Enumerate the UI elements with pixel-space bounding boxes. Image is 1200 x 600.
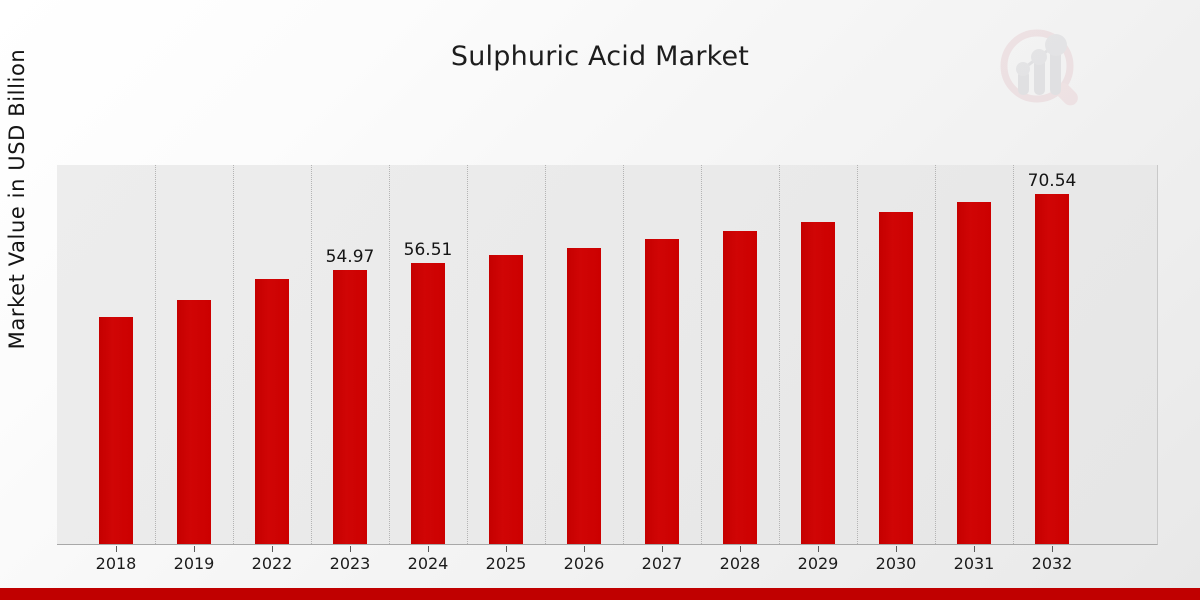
bar-2023[interactable]: [333, 270, 367, 544]
x-tick-2026: 2026: [545, 546, 623, 580]
gridline: [857, 165, 858, 544]
bar-slot: 70.54: [1013, 164, 1091, 544]
bar-value-label-2023: 54.97: [325, 247, 375, 267]
x-tick-label: 2025: [485, 554, 527, 573]
tick-mark: [740, 546, 741, 552]
bottom-accent-band: [0, 588, 1200, 600]
bar-2031[interactable]: [957, 202, 991, 544]
x-tick-label: 2029: [797, 554, 839, 573]
tick-mark: [350, 546, 351, 552]
tick-mark: [272, 546, 273, 552]
bar-2024[interactable]: [411, 263, 445, 544]
bar-2022[interactable]: [255, 279, 289, 544]
bar-slot: [701, 164, 779, 544]
x-axis: 2018 2019 2022 2023 2024 2025 2026 2027 2028 2029…: [57, 546, 1158, 580]
page-title: Sulphuric Acid Market: [450, 41, 750, 72]
x-tick-2019: 2019: [155, 546, 233, 580]
gridline: [935, 165, 936, 544]
tick-mark: [428, 546, 429, 552]
bar-slot: [935, 164, 1013, 544]
x-tick-2028: 2028: [701, 546, 779, 580]
x-tick-2025: 2025: [467, 546, 545, 580]
x-tick-2023: 2023: [311, 546, 389, 580]
plot-area: 54.97 56.51 70.54: [57, 165, 1158, 545]
bar-2018[interactable]: [99, 317, 133, 544]
bar-2026[interactable]: [567, 248, 601, 544]
bar-slot: [155, 164, 233, 544]
tick-mark: [584, 546, 585, 552]
gridline: [701, 165, 702, 544]
tick-mark: [1052, 546, 1053, 552]
bar-2027[interactable]: [645, 239, 679, 544]
x-tick-2022: 2022: [233, 546, 311, 580]
tick-mark: [818, 546, 819, 552]
bar-slot: [545, 164, 623, 544]
tick-mark: [506, 546, 507, 552]
x-tick-2027: 2027: [623, 546, 701, 580]
bar-2032[interactable]: [1035, 194, 1069, 544]
x-tick-label: 2028: [719, 554, 761, 573]
x-tick-2018: 2018: [77, 546, 155, 580]
magnifier-bar-chart-logo: [996, 26, 1088, 118]
x-tick-label: 2023: [329, 554, 371, 573]
tick-mark: [974, 546, 975, 552]
tick-mark: [116, 546, 117, 552]
x-tick-label: 2024: [407, 554, 449, 573]
gridline: [779, 165, 780, 544]
bar-slot: [857, 164, 935, 544]
bar-slot: [233, 164, 311, 544]
bar-slot: [467, 164, 545, 544]
gridline: [545, 165, 546, 544]
tick-mark: [896, 546, 897, 552]
x-tick-2031: 2031: [935, 546, 1013, 580]
gridline: [311, 165, 312, 544]
tick-mark: [194, 546, 195, 552]
bar-value-label-2032: 70.54: [1027, 171, 1077, 191]
gridline: [467, 165, 468, 544]
x-tick-label: 2018: [95, 554, 137, 573]
x-tick-label: 2032: [1031, 554, 1073, 573]
gridline: [155, 165, 156, 544]
x-tick-label: 2030: [875, 554, 917, 573]
bar-2030[interactable]: [879, 212, 913, 544]
x-tick-label: 2019: [173, 554, 215, 573]
y-axis-title: Market Value in USD Billion: [5, 48, 29, 350]
gridline: [1013, 165, 1014, 544]
gridline: [233, 165, 234, 544]
x-tick-2029: 2029: [779, 546, 857, 580]
x-tick-label: 2026: [563, 554, 605, 573]
bar-slot: 54.97: [311, 164, 389, 544]
bar-2028[interactable]: [723, 231, 757, 544]
bar-2019[interactable]: [177, 300, 211, 544]
x-tick-label: 2031: [953, 554, 995, 573]
bar-2029[interactable]: [801, 222, 835, 544]
gridline: [389, 165, 390, 544]
bar-slot: 56.51: [389, 164, 467, 544]
x-tick-2030: 2030: [857, 546, 935, 580]
bar-value-label-2024: 56.51: [403, 240, 453, 260]
bar-slot: [77, 164, 155, 544]
x-tick-2032: 2032: [1013, 546, 1091, 580]
x-tick-label: 2027: [641, 554, 683, 573]
tick-mark: [662, 546, 663, 552]
x-tick-2024: 2024: [389, 546, 467, 580]
bar-slot: [779, 164, 857, 544]
gridline: [623, 165, 624, 544]
bar-slot: [623, 164, 701, 544]
bar-2025[interactable]: [489, 255, 523, 544]
x-tick-label: 2022: [251, 554, 293, 573]
